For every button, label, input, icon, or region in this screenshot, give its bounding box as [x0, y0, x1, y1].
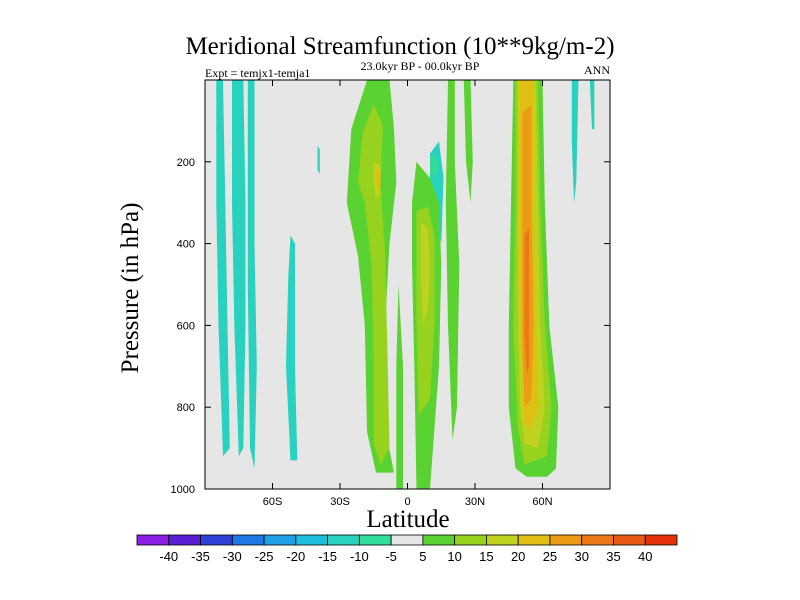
- y-tick-label: 800: [177, 402, 195, 414]
- chart-title: Meridional Streamfunction (10**9kg/m-2): [185, 33, 614, 60]
- colorbar-label: 20: [511, 549, 525, 564]
- contour-region: [571, 80, 579, 203]
- colorbar-label: 35: [606, 549, 620, 564]
- colorbar-swatch: [168, 534, 201, 546]
- contour-region: [232, 80, 246, 457]
- contour-region: [421, 223, 430, 326]
- x-axis: 60S 30S 0 30N 60N: [263, 80, 553, 508]
- colorbar-swatch: [136, 534, 170, 546]
- contour-region: [216, 80, 230, 457]
- colorbar-swatch: [231, 534, 265, 546]
- contour-region: [247, 80, 257, 469]
- colorbar-swatch: [200, 534, 233, 546]
- colorbar-label: 10: [447, 549, 461, 564]
- colorbar-label: -25: [255, 549, 274, 564]
- colorbar-swatch: [327, 534, 360, 546]
- center-subtitle: 23.0kyr BP - 00.0kyr BP: [361, 59, 480, 73]
- colorbar-label: -30: [223, 549, 242, 564]
- colorbar-label: -5: [385, 549, 397, 564]
- y-tick-label: 1000: [171, 484, 195, 496]
- colorbar-label: -20: [286, 549, 305, 564]
- y-tick-label: 600: [177, 320, 195, 332]
- contour-region: [524, 227, 529, 375]
- colorbar-label: -10: [350, 549, 369, 564]
- colorbar-swatch: [390, 534, 424, 546]
- x-axis-label: Latitude: [366, 506, 449, 533]
- contour-region: [358, 104, 390, 465]
- contour-region: [317, 145, 320, 175]
- colorbar-swatch: [613, 534, 646, 546]
- colorbar-swatch: [422, 534, 456, 546]
- right-subtitle: ANN: [584, 63, 610, 77]
- colorbar-swatch: [581, 534, 614, 546]
- y-axis-label: Pressure (in hPa): [117, 203, 144, 374]
- x-tick-label: 60N: [532, 496, 552, 508]
- colorbar-swatch: [263, 534, 297, 546]
- x-tick-label: 60S: [263, 496, 283, 508]
- contour-region: [463, 80, 473, 203]
- y-tick-label: 200: [177, 157, 195, 169]
- contour-region: [445, 80, 460, 440]
- y-tick-label: 400: [177, 239, 195, 251]
- colorbar-swatch: [358, 534, 392, 546]
- colorbar-label: -35: [191, 549, 210, 564]
- contour-region: [286, 235, 298, 461]
- colorbar-label: 25: [543, 549, 557, 564]
- colorbar-label: 5: [419, 549, 426, 564]
- colorbar-swatch: [454, 534, 487, 546]
- colorbar: -40 -35 -30 -25 -20 -15 -10 -5 5 10 15 20 25 30 35 40: [136, 534, 678, 564]
- colorbar-swatch: [644, 534, 678, 546]
- colorbar-label: 40: [638, 549, 652, 564]
- colorbar-label: 30: [574, 549, 588, 564]
- contour-region: [376, 167, 381, 191]
- colorbar-label: -40: [159, 549, 178, 564]
- contour-region: [396, 284, 403, 489]
- x-tick-label: 30S: [330, 496, 350, 508]
- colorbar-swatch: [486, 534, 519, 546]
- left-subtitle: Expt = temjx1-temja1: [205, 66, 310, 80]
- contour-region: [430, 153, 439, 179]
- contour-layer: [216, 80, 595, 489]
- x-tick-label: 0: [404, 496, 410, 508]
- contour-region: [589, 80, 595, 130]
- colorbar-swatch: [295, 534, 328, 546]
- colorbar-swatch: [549, 534, 583, 546]
- colorbar-label: 15: [479, 549, 493, 564]
- x-tick-label: 30N: [465, 496, 485, 508]
- colorbar-label: -15: [318, 549, 337, 564]
- y-axis: 200 400 600 800 1000: [171, 157, 610, 496]
- colorbar-swatch: [517, 534, 551, 546]
